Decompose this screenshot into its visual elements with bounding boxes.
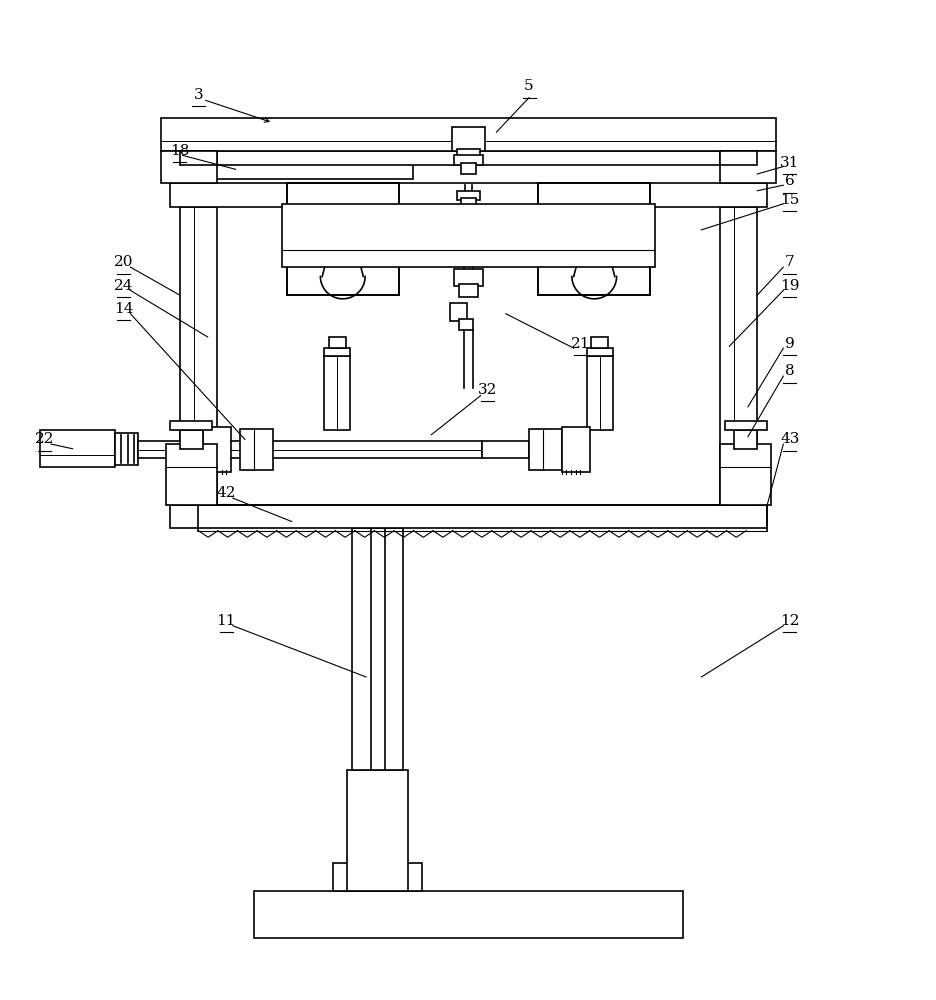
Bar [459,319,473,330]
Bar [170,183,766,207]
Bar [451,127,485,151]
Text: 21: 21 [570,337,590,351]
Bar [459,214,477,227]
Text: 20: 20 [114,255,134,269]
Text: 7: 7 [784,255,794,269]
Bar [447,226,489,239]
Bar [180,207,217,505]
Bar [203,427,231,472]
Bar [240,429,272,470]
Bar [719,444,770,505]
Text: 15: 15 [780,193,798,207]
Bar [180,430,203,449]
Text: 12: 12 [780,614,798,628]
Text: 9: 9 [784,337,794,351]
Text: 24: 24 [114,279,134,293]
Text: 42: 42 [216,486,236,500]
Bar [449,303,466,321]
Text: 32: 32 [477,383,496,397]
Bar [529,429,561,470]
Bar [166,444,217,505]
Bar [482,441,529,458]
Bar [719,207,756,505]
Text: 3: 3 [194,88,203,102]
Bar [161,151,217,183]
Text: 43: 43 [780,432,798,446]
Bar [538,183,650,295]
Bar [161,118,775,151]
Text: 31: 31 [780,156,798,170]
Bar [453,269,483,286]
Bar [282,204,654,267]
Bar [254,891,682,938]
Bar [451,205,485,216]
Bar [333,863,421,891]
Bar [461,163,475,174]
Bar [347,770,407,891]
Bar [461,198,475,207]
Text: 8: 8 [784,364,794,378]
Bar [138,441,482,458]
Text: 11: 11 [216,614,236,628]
Bar [170,421,212,430]
Bar [457,191,479,200]
Bar [719,151,775,183]
Bar [352,528,402,770]
Bar [733,430,756,449]
Bar [586,356,612,430]
Bar [561,427,589,472]
Bar [114,433,138,465]
Bar [457,149,479,157]
Bar [591,337,607,348]
Bar [329,337,345,348]
Bar [180,151,217,165]
Bar [324,348,350,356]
Text: 22: 22 [35,432,54,446]
Bar [724,421,766,430]
Bar [180,160,412,179]
Bar [459,284,477,297]
Bar [180,151,756,165]
Bar [286,183,398,295]
Bar [40,430,114,467]
Text: 6: 6 [784,174,794,188]
Bar [170,505,766,528]
Bar [719,151,756,165]
Bar [453,155,483,165]
Bar [324,356,350,430]
Text: 5: 5 [523,79,534,93]
Text: 19: 19 [780,279,798,293]
Text: 18: 18 [169,144,189,158]
Text: 14: 14 [114,302,134,316]
Bar [586,348,612,356]
